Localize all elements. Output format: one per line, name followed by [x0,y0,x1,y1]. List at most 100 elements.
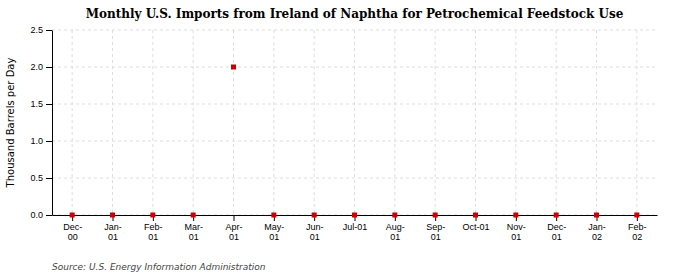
x-tick: Nov-01 [507,215,526,242]
x-tick-label: May-01 [264,222,284,242]
point [312,213,317,218]
x-tick-label-line: 01 [390,232,400,242]
point [392,213,397,218]
x-tick-label: Jul-01 [343,222,368,232]
y-tick-label: 2.5 [30,25,43,35]
grid-line-x [475,30,476,215]
x-tick-label-line: 01 [310,232,320,242]
x-tick-label-line: 01 [229,232,239,242]
y-axis: 0.0 0.5 1.0 1.5 2.0 2.5 [30,25,52,220]
x-tick-label: Aug-01 [386,222,405,242]
x-tick-label: Feb-01 [144,222,163,242]
grid-line-x [515,30,516,215]
x-tick-label: Dec-01 [547,222,566,242]
x-tick-label-line: 01 [552,232,562,242]
point [150,213,155,218]
y-tick-mark [46,141,52,142]
point [352,213,357,218]
x-tick-label-line: 01 [511,232,521,242]
grid-line-y [52,178,657,179]
x-tick: Dec-00 [63,215,82,242]
x-tick: Aug-01 [386,215,405,242]
x-tick-label-line: Aug- [386,222,405,232]
x-tick: May-01 [264,215,284,242]
x-tick-label: Oct-01 [462,222,489,232]
x-tick: Dec-01 [547,215,566,242]
grid-line-x [193,30,194,215]
x-tick-label-line: 02 [592,232,602,242]
grid-line-x [112,30,113,215]
points [70,65,640,218]
x-tick-label-line: Feb- [144,222,163,232]
grid-line-x [435,30,436,215]
x-tick-label: Nov-01 [507,222,526,242]
grid-line-x [636,30,637,215]
y-tick-label: 0.5 [30,173,43,183]
x-tick-label: Jan-01 [104,222,122,242]
point [433,213,438,218]
x-tick-label-line: 02 [632,232,642,242]
y-tick: 1.0 [30,136,52,146]
plot: Dec-00Jan-01Feb-01Mar-01Apr-01May-01Jun-… [30,25,657,242]
y-axis-line [52,31,53,216]
x-tick-mark [234,215,235,221]
x-tick: Jan-01 [104,215,122,242]
grid-line-x [152,30,153,215]
grid-line-x [556,30,557,215]
x-tick: Apr-01 [225,215,242,242]
x-tick: Sep-01 [426,215,445,242]
x-tick-label-line: 01 [148,232,158,242]
x-tick-label-line: Dec- [63,222,82,232]
x-tick-label-line: Feb- [628,222,647,232]
grid-line-x [72,30,73,215]
x-tick-label-line: Apr- [225,222,242,232]
x-tick-label-line: 01 [431,232,441,242]
grid-line-x [354,30,355,215]
x-tick-label-line: 01 [189,232,199,242]
y-tick-mark [46,178,52,179]
point [554,213,559,218]
x-tick: Jul-01 [343,215,368,232]
x-tick-label: Sep-01 [426,222,445,242]
x-tick-label-line: Jan- [104,222,122,232]
y-axis-title: Thousand Barrels per Day [5,58,16,189]
grid-line-x [394,30,395,215]
x-tick-label-line: Jan- [588,222,606,232]
y-tick-mark [46,215,52,216]
x-tick-label: Jun-01 [306,222,324,242]
y-tick: 2.5 [30,25,52,35]
grid-line-x [233,30,234,215]
x-tick-label-line: Jun- [306,222,324,232]
x-tick-label-line: Oct-01 [462,222,489,232]
y-tick-label: 1.5 [30,99,43,109]
point [191,213,196,218]
x-tick-label-line: 01 [108,232,118,242]
x-tick: Mar-01 [184,215,203,242]
point [513,213,518,218]
y-tick-label: 1.0 [30,136,43,146]
point [594,213,599,218]
point [634,213,639,218]
y-tick: 2.0 [30,62,52,72]
source-note: Source: U.S. Energy Information Administ… [52,262,266,272]
x-tick: Feb-02 [628,215,647,242]
x-tick-label: Feb-02 [628,222,647,242]
x-tick-label-line: 01 [269,232,279,242]
x-tick-label-line: Mar- [184,222,203,232]
y-tick-mark [46,67,52,68]
point [473,213,478,218]
y-tick: 1.5 [30,99,52,109]
y-tick-mark [46,30,52,31]
x-tick-label-line: May- [264,222,284,232]
point [110,213,115,218]
x-tick-label: Apr-01 [225,222,242,242]
y-tick: 0.0 [30,210,52,220]
x-tick-label-line: 00 [68,232,78,242]
y-tick: 0.5 [30,173,52,183]
grid-line-x [314,30,315,215]
x-tick-label: Jan-02 [588,222,606,242]
grid [52,30,657,215]
x-tick: Oct-01 [462,215,489,232]
y-tick-label: 2.0 [30,62,43,72]
grid-line-x [273,30,274,215]
